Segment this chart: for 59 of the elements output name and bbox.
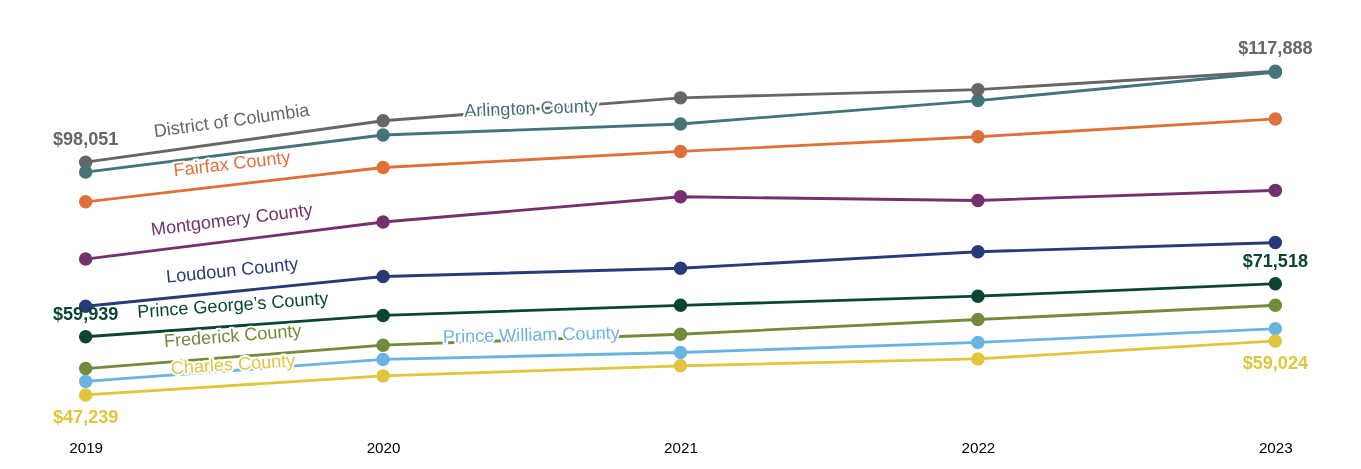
- point: [673, 91, 688, 105]
- series-label: Frederick County: [163, 320, 303, 352]
- point: [673, 144, 688, 159]
- point: [1268, 298, 1283, 313]
- point: [78, 361, 93, 376]
- point: [673, 117, 688, 131]
- x-tick-label: 2019: [69, 439, 104, 457]
- point: [376, 308, 390, 323]
- x-tick-label: 2023: [1258, 439, 1293, 457]
- point: [673, 327, 688, 341]
- point: [673, 261, 688, 275]
- point: [971, 130, 985, 144]
- series-label: Prince George’s County: [136, 288, 330, 322]
- point: [78, 165, 93, 179]
- point: [376, 160, 390, 175]
- point: [673, 359, 688, 373]
- x-tick-label: 2020: [366, 439, 401, 457]
- point: [78, 330, 93, 344]
- point: [78, 195, 93, 209]
- point: [971, 352, 985, 366]
- point: [1268, 183, 1283, 198]
- point: [78, 374, 93, 389]
- point: [1268, 277, 1283, 291]
- data-label: $98,051: [52, 129, 119, 150]
- data-label: $47,239: [52, 406, 119, 427]
- data-label: $59,024: [1242, 352, 1309, 373]
- text: Montgomery County: [149, 199, 314, 240]
- series-label: Arlington County: [463, 95, 599, 121]
- text: Fairfax County: [172, 146, 292, 181]
- point: [971, 289, 985, 303]
- point: [376, 128, 390, 142]
- point: [78, 252, 93, 266]
- point: [673, 298, 688, 313]
- point: [1268, 334, 1283, 348]
- point: [376, 269, 390, 284]
- x-tick-label: 2022: [961, 439, 996, 457]
- point: [1268, 235, 1283, 250]
- point: [673, 345, 688, 360]
- point: [78, 388, 93, 402]
- data-label: $117,888: [1238, 38, 1313, 59]
- point: [971, 245, 985, 259]
- text: Loudoun County: [165, 253, 300, 287]
- point: [971, 193, 985, 208]
- x-tick-label: 2021: [664, 439, 698, 457]
- point: [1268, 321, 1283, 336]
- point: [971, 312, 985, 327]
- point: [376, 114, 390, 128]
- point: [673, 190, 688, 204]
- data-label: $71,518: [1242, 250, 1309, 271]
- point: [971, 335, 985, 350]
- point: [376, 338, 390, 352]
- point: [376, 369, 390, 383]
- series-label: Charles County: [170, 350, 296, 379]
- point: [1268, 112, 1283, 126]
- data-label: $59,939: [52, 303, 119, 324]
- text: District of Columbia: [152, 99, 312, 142]
- point: [376, 215, 390, 229]
- point: [376, 352, 390, 367]
- point: [971, 93, 985, 108]
